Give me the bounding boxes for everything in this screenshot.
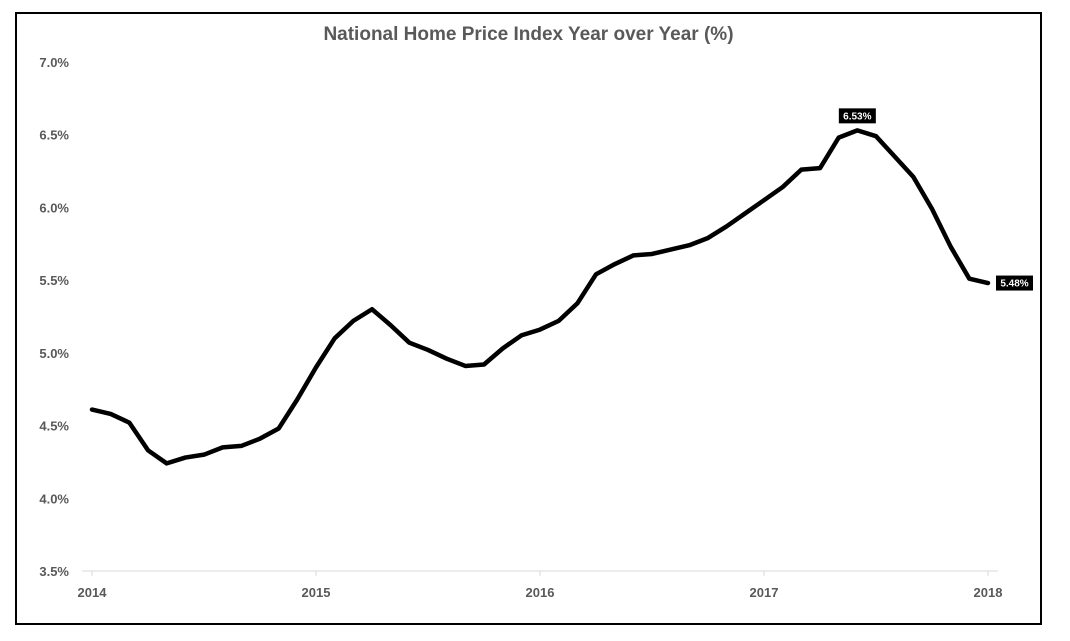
x-tick-label: 2014 [78, 585, 108, 600]
y-tick-label: 4.5% [39, 419, 69, 434]
data-label-box [996, 275, 1033, 291]
data-labels: 6.53% 5.48% [838, 108, 1033, 291]
data-label-box [838, 108, 876, 124]
x-tick-label: 2017 [750, 585, 779, 600]
y-tick-label: 5.5% [39, 273, 69, 288]
y-tick-label: 4.0% [39, 491, 69, 506]
y-tick-label: 6.0% [39, 200, 69, 215]
y-axis-ticks: 3.5% 4.0% 4.5% 5.0% 5.5% 6.0% 6.5% 7.0% [39, 55, 69, 579]
y-tick-label: 5.0% [39, 346, 69, 361]
x-tick-label: 2018 [974, 585, 1003, 600]
y-tick-label: 6.5% [39, 128, 69, 143]
x-tick-label: 2016 [526, 585, 555, 600]
data-label: 6.53% [843, 111, 871, 122]
y-tick-label: 3.5% [39, 564, 69, 579]
x-tick-label: 2015 [302, 585, 331, 600]
x-axis-ticks: 2014 2015 2016 2017 2018 [78, 571, 1003, 600]
chart-title: National Home Price Index Year over Year… [323, 24, 734, 45]
y-tick-label: 7.0% [39, 55, 69, 70]
series-line [89, 128, 991, 466]
data-label: 5.48% [1000, 279, 1028, 290]
series-line-group [89, 128, 991, 466]
